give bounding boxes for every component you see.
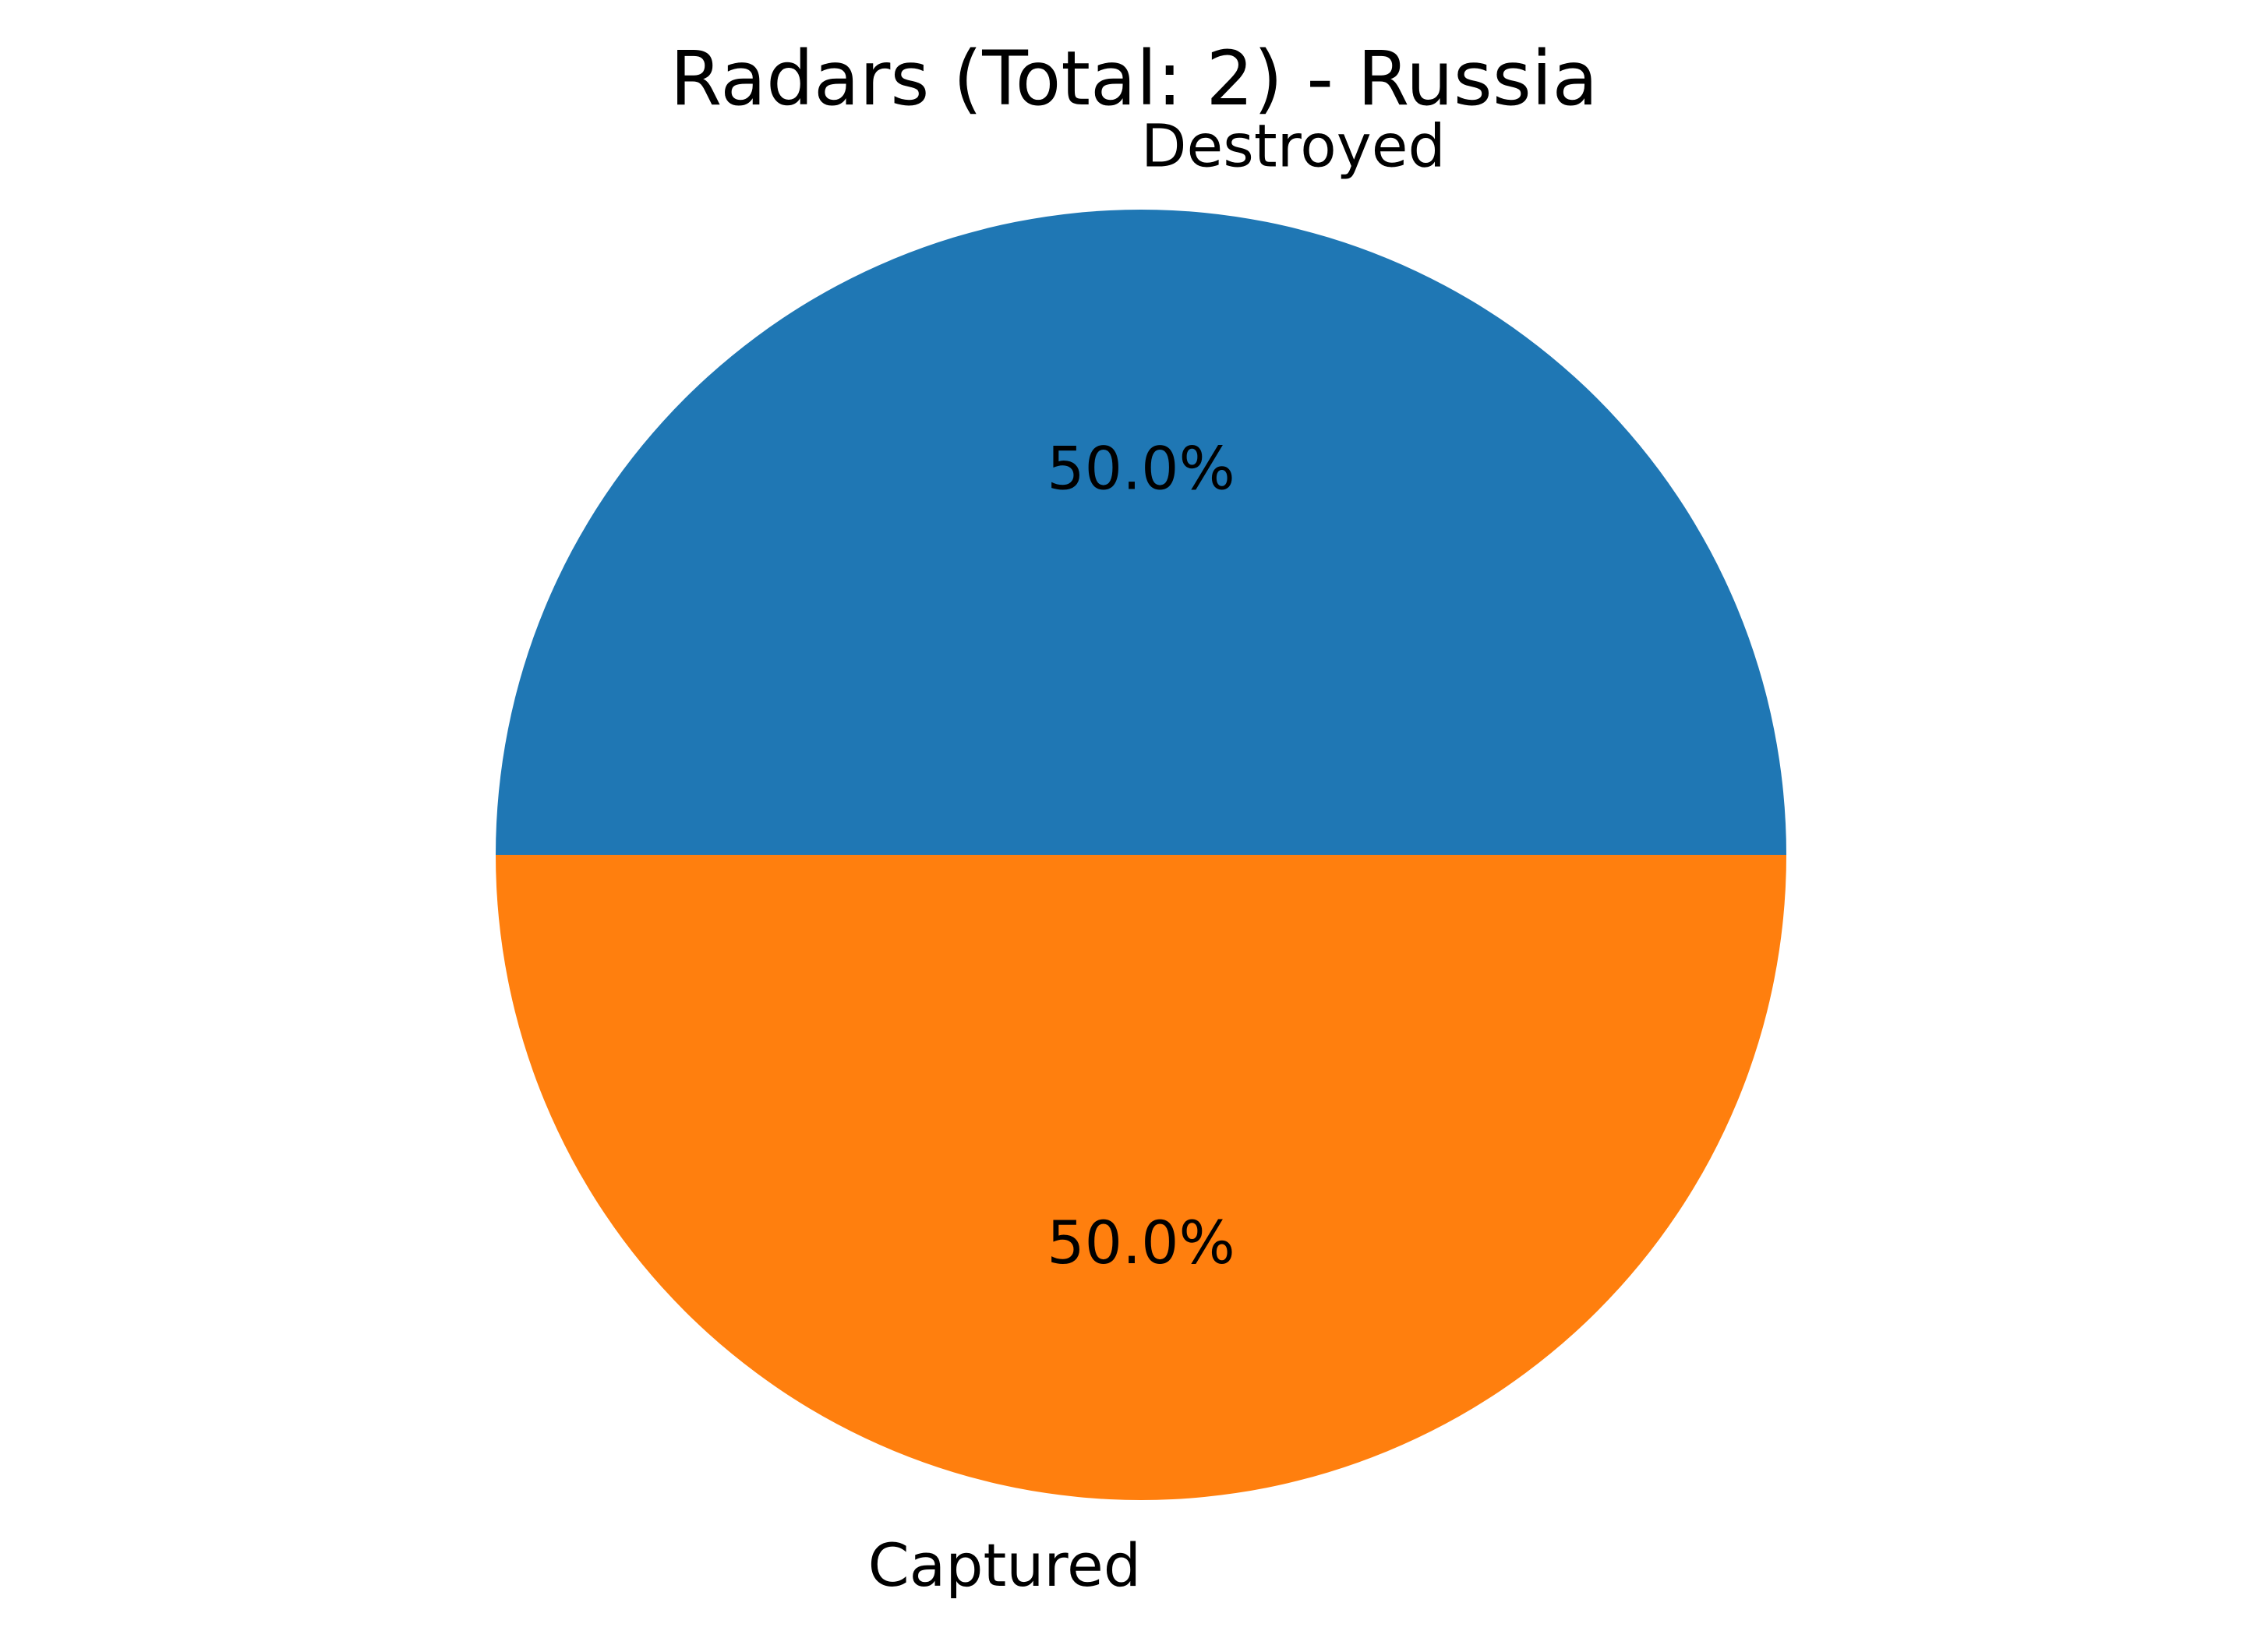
pie-category-label-captured: Captured: [868, 1530, 1141, 1600]
pie-labels: 50.0% Destroyed 50.0% Captured: [868, 111, 1446, 1601]
chart-title: Radars (Total: 2) - Russia: [670, 35, 1599, 122]
pie-slice-destroyed: [496, 210, 1786, 855]
pie-slice-captured: [496, 855, 1786, 1500]
pie-percent-label-captured: 50.0%: [1047, 1208, 1235, 1277]
pie-category-label-destroyed: Destroyed: [1141, 111, 1446, 181]
pie-slices: [496, 210, 1786, 1500]
pie-percent-label-destroyed: 50.0%: [1047, 434, 1235, 503]
